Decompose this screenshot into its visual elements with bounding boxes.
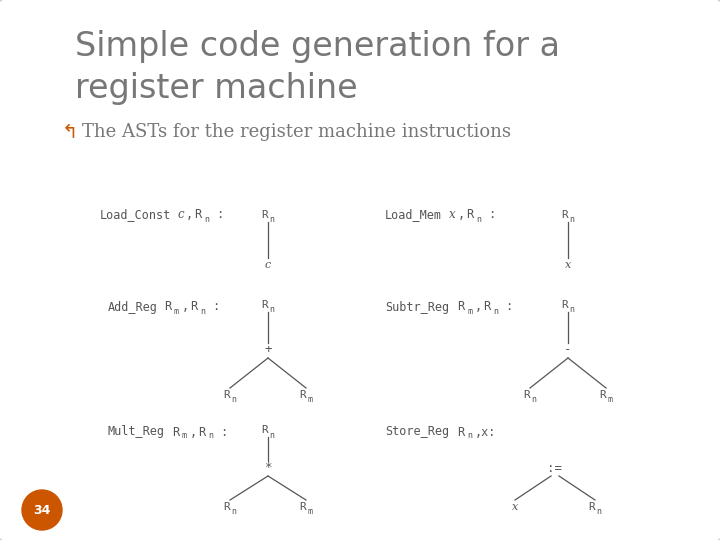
Text: ,: , (186, 208, 193, 221)
Circle shape (22, 490, 62, 530)
Text: m: m (182, 431, 187, 441)
Text: n: n (269, 306, 274, 314)
Text: n: n (596, 508, 601, 516)
Text: The ASTs for the register machine instructions: The ASTs for the register machine instru… (82, 123, 511, 141)
Text: :=: := (547, 462, 562, 475)
Text: R: R (466, 208, 473, 221)
Text: R: R (194, 208, 201, 221)
Text: n: n (531, 395, 536, 404)
Text: m: m (174, 307, 179, 315)
Text: R: R (172, 426, 179, 438)
Text: Simple code generation for a: Simple code generation for a (75, 30, 560, 63)
Text: Add_Reg: Add_Reg (108, 300, 158, 314)
Text: x: x (449, 208, 456, 221)
Text: R: R (198, 426, 205, 438)
Text: R: R (483, 300, 490, 314)
Text: x: x (565, 260, 571, 270)
Text: -: - (564, 343, 572, 356)
Text: n: n (208, 431, 213, 441)
Text: n: n (269, 430, 274, 440)
Text: c: c (265, 260, 271, 270)
Text: R: R (523, 390, 531, 400)
Text: :: : (210, 208, 224, 221)
Text: ,: , (475, 300, 482, 314)
Text: ,: , (458, 208, 465, 221)
Text: ,: , (182, 300, 189, 314)
Text: x: x (512, 502, 518, 512)
Text: Mult_Reg: Mult_Reg (108, 426, 165, 438)
Text: *: * (264, 462, 271, 475)
Text: m: m (307, 508, 312, 516)
Text: m: m (467, 307, 472, 315)
Text: ,x:: ,x: (475, 426, 496, 438)
Text: register machine: register machine (75, 72, 358, 105)
Text: R: R (300, 502, 307, 512)
Text: Subtr_Reg: Subtr_Reg (385, 300, 449, 314)
Text: R: R (190, 300, 197, 314)
Text: ,: , (190, 426, 197, 438)
Text: m: m (608, 395, 613, 404)
Text: +: + (264, 343, 271, 356)
Text: n: n (232, 395, 236, 404)
Text: R: R (600, 390, 606, 400)
Text: c: c (177, 208, 184, 221)
Text: :: : (214, 426, 228, 438)
Text: n: n (476, 214, 481, 224)
Text: Store_Reg: Store_Reg (385, 426, 449, 438)
Text: R: R (562, 300, 568, 310)
Text: :: : (499, 300, 513, 314)
Text: n: n (493, 307, 498, 315)
Text: ↰: ↰ (62, 123, 78, 142)
Text: 34: 34 (33, 503, 50, 516)
Text: n: n (570, 215, 575, 225)
Text: m: m (307, 395, 312, 404)
Text: R: R (224, 390, 230, 400)
Text: R: R (589, 502, 595, 512)
Text: Load_Const: Load_Const (100, 208, 171, 221)
Text: R: R (224, 502, 230, 512)
Text: R: R (457, 300, 464, 314)
Text: R: R (300, 390, 307, 400)
Text: :: : (206, 300, 220, 314)
Text: R: R (164, 300, 171, 314)
Text: n: n (269, 215, 274, 225)
Text: R: R (261, 210, 269, 220)
Text: n: n (570, 306, 575, 314)
Text: n: n (467, 431, 472, 441)
Text: n: n (232, 508, 236, 516)
Text: Load_Mem: Load_Mem (385, 208, 442, 221)
Text: R: R (261, 425, 269, 435)
Text: R: R (457, 426, 464, 438)
Text: R: R (261, 300, 269, 310)
Text: n: n (200, 307, 205, 315)
Text: R: R (562, 210, 568, 220)
Text: :: : (482, 208, 496, 221)
Text: n: n (204, 214, 209, 224)
